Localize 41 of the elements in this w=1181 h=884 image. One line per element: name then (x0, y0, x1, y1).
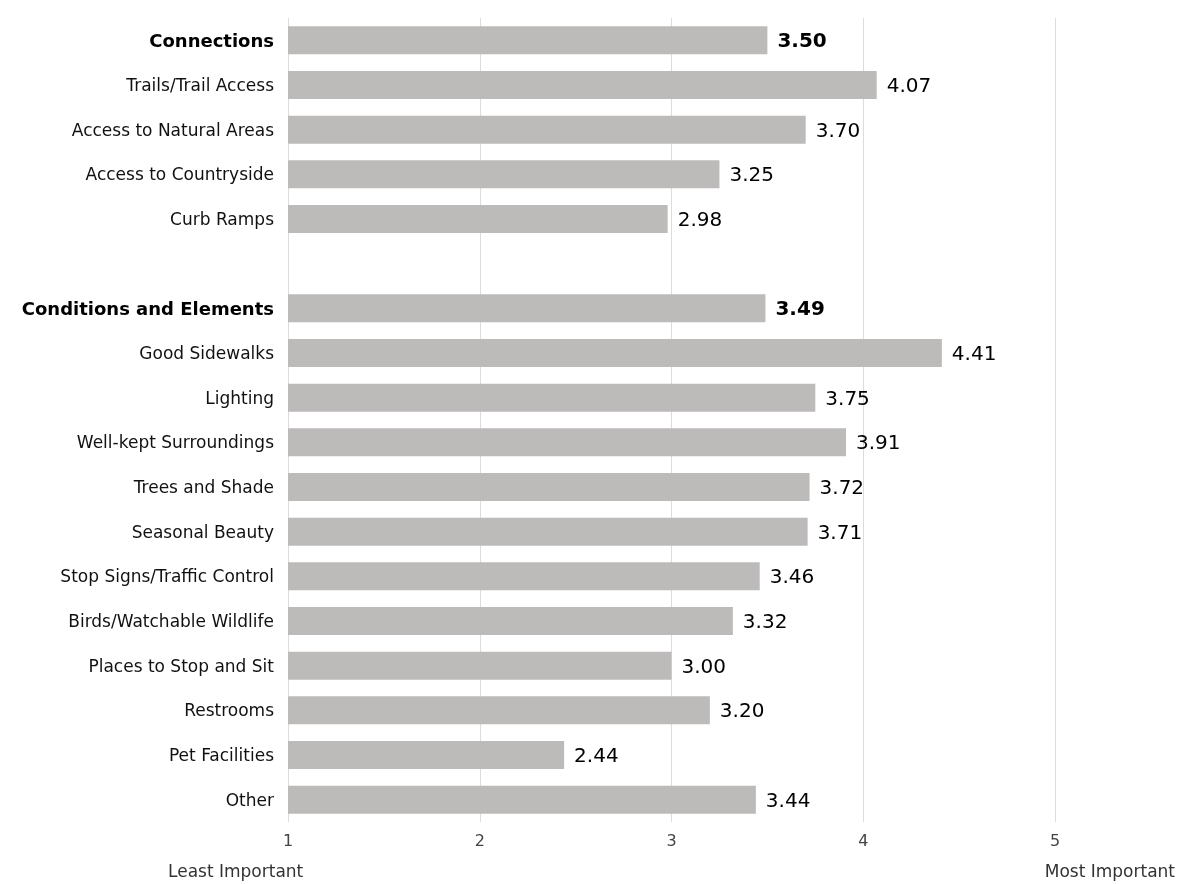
x-tick-label: 3 (666, 830, 677, 850)
y-tick-label: Connections (149, 29, 274, 51)
y-tick-label: Good Sidewalks (139, 343, 275, 363)
y-tick-label: Well-kept Surroundings (76, 432, 275, 453)
data-label: 4.41 (951, 341, 997, 365)
x-tick-label: 5 (1049, 830, 1061, 850)
data-label: 4.07 (886, 73, 932, 97)
text: Least Important (168, 860, 304, 881)
y-tick-label: Pet Facilities (168, 745, 275, 765)
y-tick-label: Seasonal Beauty (131, 521, 274, 542)
y-tick-label: Trees and Shade (132, 477, 274, 497)
y-tick-label: Trails/Trail Access (125, 75, 275, 95)
y-tick-label: Birds/Watchable Wildlife (68, 611, 274, 631)
data-label: 3.91 (855, 430, 901, 455)
data-label: 3.20 (719, 698, 765, 723)
y-tick-label: Restrooms (184, 700, 275, 721)
data-label: 3.25 (729, 162, 774, 187)
text: Most Important (1044, 860, 1176, 881)
x-tick-label: 2 (474, 830, 485, 850)
data-label: 2.44 (574, 743, 619, 767)
y-tick-label: Other (225, 789, 274, 810)
y-tick-label: Stop Signs/Traffic Control (60, 566, 274, 587)
data-label: 3.72 (819, 475, 865, 499)
data-label: 3.75 (825, 385, 870, 410)
data-label: 3.49 (775, 296, 825, 321)
data-label: 3.70 (815, 117, 861, 142)
x-tick-label: 1 (282, 830, 294, 850)
x-tick-label: 4 (858, 830, 869, 850)
data-label: 3.44 (765, 787, 811, 812)
y-tick-label: Lighting (205, 387, 274, 408)
y-tick-label: Access to Natural Areas (71, 119, 275, 140)
y-tick-label: Conditions and Elements (21, 297, 274, 319)
data-label: 3.32 (742, 609, 788, 633)
data-label: 3.00 (681, 653, 727, 678)
y-tick-label: Curb Ramps (170, 209, 275, 229)
data-label: 2.98 (677, 207, 723, 231)
data-label: 3.46 (769, 564, 815, 589)
y-tick-label: Places to Stop and Sit (88, 655, 275, 676)
data-label: 3.71 (817, 519, 863, 544)
y-tick-label: Access to Countryside (85, 164, 274, 185)
data-label: 3.50 (777, 28, 827, 53)
